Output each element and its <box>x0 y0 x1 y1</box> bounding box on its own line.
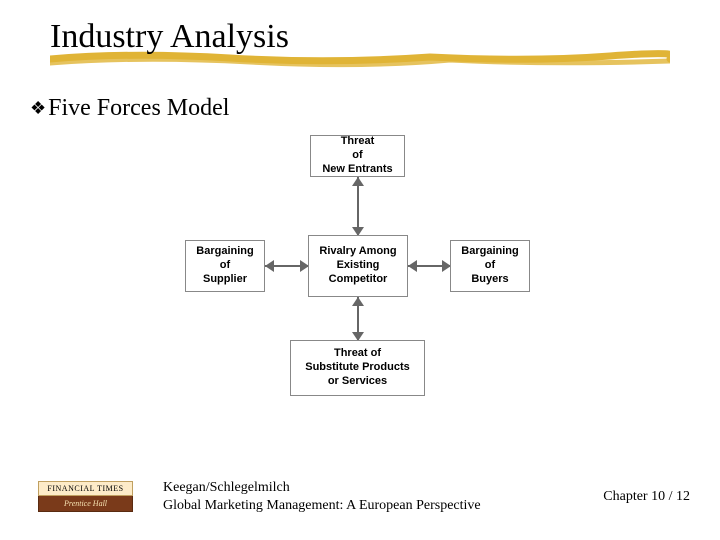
force-substitutes: Threat ofSubstitute Productsor Services <box>290 340 425 396</box>
publisher-logo: FINANCIAL TIMES Prentice Hall <box>38 481 133 512</box>
logo-line-1: FINANCIAL TIMES <box>38 481 133 496</box>
force-rivalry: Rivalry AmongExistingCompetitor <box>308 235 408 297</box>
force-buyer-power: BargainingofBuyers <box>450 240 530 292</box>
arrowhead <box>352 177 364 186</box>
slide-title: Industry Analysis <box>50 18 289 56</box>
footer-page: Chapter 10 / 12 <box>603 489 690 505</box>
footer-book: Global Marketing Management: A European … <box>163 497 603 515</box>
arrowhead <box>265 260 274 272</box>
force-new-entrants: ThreatofNew Entrants <box>310 135 405 177</box>
arrowhead <box>408 260 417 272</box>
arrowhead <box>352 297 364 306</box>
logo-line-2-bar: Prentice Hall <box>38 496 133 512</box>
five-forces-diagram: ThreatofNew Entrants BargainingofSupplie… <box>160 135 560 425</box>
force-supplier-power: BargainingofSupplier <box>185 240 265 292</box>
logo-line-2: Prentice Hall <box>64 499 107 508</box>
bullet-label: Five Forces Model <box>48 95 229 122</box>
bullet-icon: ❖ <box>30 98 46 119</box>
bullet-line: ❖ Five Forces Model <box>30 95 229 122</box>
footer-citation: Keegan/Schlegelmilch Global Marketing Ma… <box>163 479 603 515</box>
footer: FINANCIAL TIMES Prentice Hall Keegan/Sch… <box>0 479 720 515</box>
footer-authors: Keegan/Schlegelmilch <box>163 479 603 497</box>
